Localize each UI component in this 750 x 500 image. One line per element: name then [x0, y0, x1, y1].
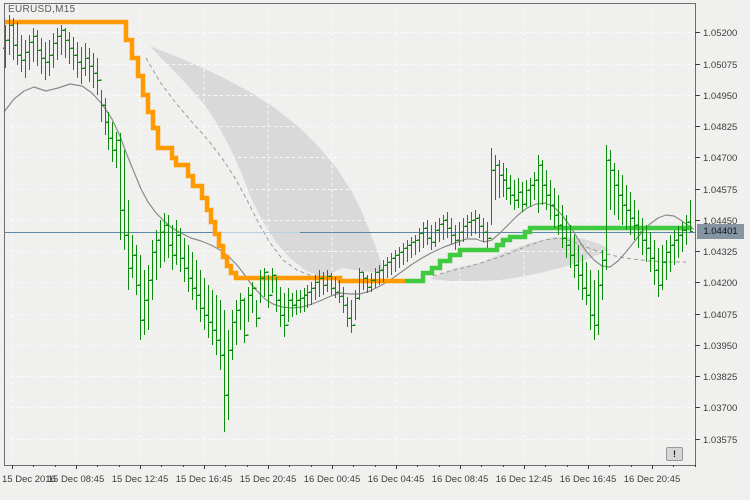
current-price-badge: 1.04401	[697, 224, 744, 239]
symbol-period-label: EURUSD,M15	[8, 4, 76, 15]
time-axis-label: 16 Dec 04:45	[368, 474, 425, 485]
indicator-cloud-right	[430, 237, 610, 281]
price-axis-label: 1.03825	[703, 372, 737, 383]
indicator-trend-down-line	[4, 19, 405, 284]
price-axis-label: 1.04075	[703, 310, 737, 321]
time-axis-label: 16 Dec 12:45	[496, 474, 553, 485]
price-axis-label: 1.04575	[703, 185, 737, 196]
indicator-dashed-upper	[145, 57, 329, 280]
price-axis-label: 1.04825	[703, 122, 737, 133]
time-axis-label: 16 Dec 08:45	[432, 474, 489, 485]
price-axis-label: 1.04950	[703, 91, 737, 102]
time-axis-label: 16 Dec 16:45	[560, 474, 617, 485]
indicator-trend-up-line	[405, 225, 692, 284]
price-axis-label: 1.03575	[703, 435, 737, 446]
time-axis-label: 16 Dec 20:45	[624, 474, 681, 485]
alert-button[interactable]: !	[666, 447, 683, 461]
price-axis-label: 1.04450	[703, 216, 737, 227]
price-axis-label: 1.04200	[703, 278, 737, 289]
price-axis-label: 1.04325	[703, 247, 737, 258]
price-axis-label: 1.03950	[703, 341, 737, 352]
price-axis-label: 1.05200	[703, 28, 737, 39]
price-axis-label: 1.05075	[703, 60, 737, 71]
price-axis-label: 1.04700	[703, 153, 737, 164]
time-axis-label: 16 Dec 00:45	[304, 474, 361, 485]
time-axis-label: 15 Dec 2016	[2, 474, 56, 485]
time-axis-label: 15 Dec 16:45	[176, 474, 233, 485]
price-axis-label: 1.03700	[703, 403, 737, 414]
time-axis-label: 15 Dec 12:45	[112, 474, 169, 485]
time-axis-label: 15 Dec 08:45	[48, 474, 105, 485]
time-axis-label: 15 Dec 20:45	[240, 474, 297, 485]
